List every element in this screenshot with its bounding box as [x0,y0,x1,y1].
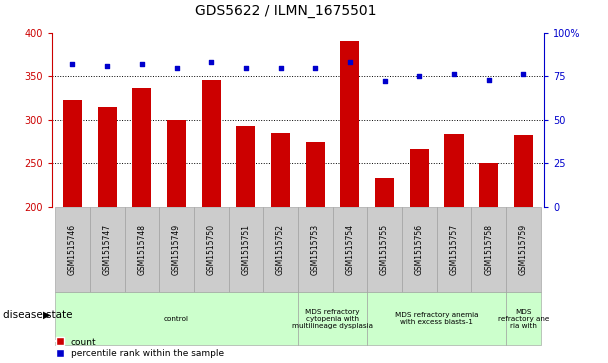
Text: MDS
refractory ane
ria with: MDS refractory ane ria with [498,309,549,329]
Text: GSM1515751: GSM1515751 [241,224,250,275]
Text: GSM1515748: GSM1515748 [137,224,147,275]
Bar [367,207,402,292]
Text: GSM1515747: GSM1515747 [103,224,112,275]
Point [311,65,320,70]
Text: MDS refractory
cytopenia with
multilineage dysplasia: MDS refractory cytopenia with multilinea… [292,309,373,329]
Point [206,60,216,65]
Point [345,60,355,65]
Bar [471,207,506,292]
Bar [167,120,186,207]
Text: disease state: disease state [3,310,72,320]
Bar [63,100,82,207]
Bar [340,41,359,207]
Bar [55,292,298,345]
Text: GSM1515752: GSM1515752 [276,224,285,275]
Bar [90,207,125,292]
Bar [410,148,429,207]
Bar [514,135,533,207]
Bar [98,107,117,207]
Bar [194,207,229,292]
Bar [333,207,367,292]
Point [415,73,424,79]
Point [380,78,390,84]
Text: GSM1515759: GSM1515759 [519,224,528,275]
Bar [229,207,263,292]
Bar [298,292,367,345]
Bar [367,292,506,345]
Bar [125,207,159,292]
Bar [479,163,498,207]
Bar [506,292,541,345]
Bar [298,207,333,292]
Text: ▶: ▶ [43,310,50,320]
Point [67,61,77,67]
Point [102,63,112,69]
Text: GSM1515746: GSM1515746 [68,224,77,275]
Text: control: control [164,315,189,322]
Bar [159,207,194,292]
Bar [263,207,298,292]
Point [275,65,285,70]
Bar [133,87,151,207]
Bar [237,126,255,207]
Bar [271,133,290,207]
Text: GDS5622 / ILMN_1675501: GDS5622 / ILMN_1675501 [195,4,376,18]
Bar [444,134,463,207]
Point [171,65,181,70]
Text: GSM1515750: GSM1515750 [207,224,216,275]
Text: GSM1515756: GSM1515756 [415,224,424,275]
Point [484,77,494,83]
Point [241,65,250,70]
Bar [55,207,90,292]
Text: GSM1515753: GSM1515753 [311,224,320,275]
Text: GSM1515754: GSM1515754 [345,224,354,275]
Bar [375,178,394,207]
Point [519,72,528,77]
Bar [506,207,541,292]
Text: GSM1515757: GSM1515757 [449,224,458,275]
Bar [306,142,325,207]
Bar [402,207,437,292]
Text: GSM1515758: GSM1515758 [484,224,493,275]
Text: MDS refractory anemia
with excess blasts-1: MDS refractory anemia with excess blasts… [395,312,478,325]
Bar [202,80,221,207]
Point [449,72,459,77]
Bar [437,207,471,292]
Legend: count, percentile rank within the sample: count, percentile rank within the sample [56,338,224,359]
Text: GSM1515755: GSM1515755 [380,224,389,275]
Point [137,61,147,67]
Text: GSM1515749: GSM1515749 [172,224,181,275]
